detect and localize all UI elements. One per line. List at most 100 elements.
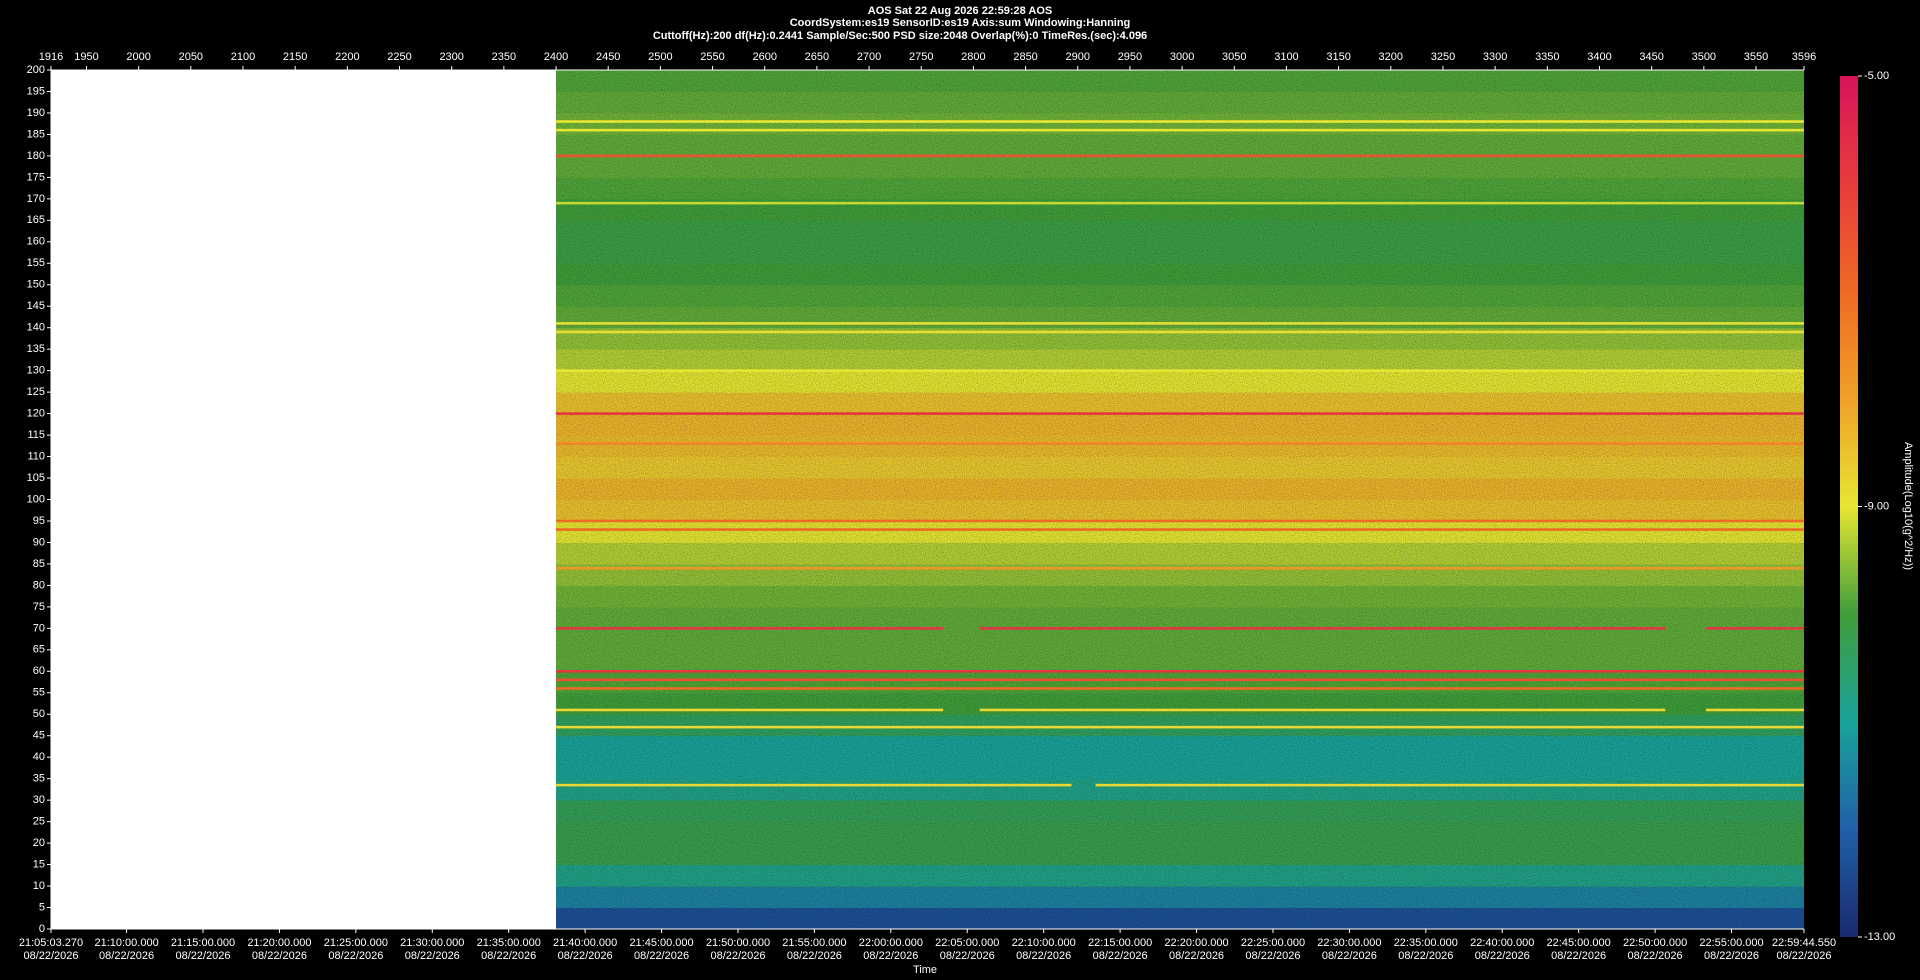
spectral-line [556, 128, 1804, 132]
y-tick-label: 25 [33, 816, 45, 828]
y-tick-label: 145 [27, 300, 45, 312]
x-tick-date: 08/22/2026 [1016, 950, 1071, 962]
y-tick-label: 155 [27, 257, 45, 269]
x-tick-label: 21:35:00.000 [477, 937, 541, 949]
x-tick-date: 08/22/2026 [1398, 950, 1453, 962]
x2-tick-label: 3500 [1692, 51, 1716, 63]
noise-texture [556, 70, 1804, 929]
y-tick-label: 35 [33, 773, 45, 785]
y-tick-label: 75 [33, 601, 45, 613]
x-tick-label: 22:50:00.000 [1623, 937, 1687, 949]
x2-tick-label: 3350 [1535, 51, 1559, 63]
x2-tick-label: 2600 [752, 51, 776, 63]
x-tick-date: 08/22/2026 [328, 950, 383, 962]
x-tick-label: 22:55:00.000 [1699, 937, 1763, 949]
spectral-line [556, 412, 1804, 415]
chart-info: Cuttoff(Hz):200 df(Hz):0.2441 Sample/Sec… [653, 30, 1147, 42]
heatmap [556, 70, 1804, 930]
x-tick-label: 22:25:00.000 [1241, 937, 1305, 949]
spectral-line [556, 678, 1804, 682]
x-tick-date: 08/22/2026 [1628, 950, 1683, 962]
spectral-line [1705, 627, 1804, 630]
x2-tick-label: 2100 [231, 51, 255, 63]
y-tick-label: 10 [33, 880, 45, 892]
y-tick-label: 160 [27, 236, 45, 248]
y-tick-label: 140 [27, 322, 45, 334]
chart-title: AOS Sat 22 Aug 2026 22:59:28 AOS [868, 5, 1052, 17]
y-tick-label: 90 [33, 536, 45, 548]
x-tick-date: 08/22/2026 [940, 950, 995, 962]
x2-tick-label: 2050 [179, 51, 203, 63]
spectral-line [556, 519, 1804, 523]
x2-tick-label: 3250 [1431, 51, 1455, 63]
x2-tick-label: 2750 [909, 51, 933, 63]
x-tick-date: 08/22/2026 [1704, 950, 1759, 962]
x-tick-date: 08/22/2026 [863, 950, 918, 962]
x2-tick-label: 2000 [126, 51, 150, 63]
x2-tick-label: 1950 [74, 51, 98, 63]
x-tick-label: 22:40:00.000 [1470, 937, 1534, 949]
y-tick-label: 135 [27, 343, 45, 355]
spectral-line [556, 627, 944, 630]
x2-tick-label: 3596 [1792, 51, 1816, 63]
x2-tick-label: 2700 [857, 51, 881, 63]
x-tick-label: 22:59:44.550 [1772, 937, 1836, 949]
spectral-line [979, 627, 1666, 630]
y-tick-label: 70 [33, 622, 45, 634]
x-tick-label: 21:25:00.000 [324, 937, 388, 949]
x2-tick-label: 3150 [1326, 51, 1350, 63]
y-tick-label: 120 [27, 408, 45, 420]
x2-tick-label: 2650 [805, 51, 829, 63]
colorbar [1840, 76, 1858, 937]
y-tick-label: 0 [39, 923, 45, 935]
x-tick-date: 08/22/2026 [787, 950, 842, 962]
x-tick-date: 08/22/2026 [175, 950, 230, 962]
x2-tick-label: 3000 [1170, 51, 1194, 63]
spectral-line [556, 708, 944, 712]
x-tick-date: 08/22/2026 [99, 950, 154, 962]
colorbar-label: Amplitude(Log10(g^2/Hz)) [1902, 442, 1914, 570]
x-tick-label: 22:20:00.000 [1164, 937, 1228, 949]
x2-tick-label: 2900 [1066, 51, 1090, 63]
x-tick-date: 08/22/2026 [1245, 950, 1300, 962]
spectral-line [556, 687, 1804, 690]
chart-subtitle: CoordSystem:es19 SensorID:es19 Axis:sum … [790, 17, 1131, 29]
axes: 0 5 10 15 20 25 30 35 40 45 50 55 60 65 70 75 80 85 90 95 10… [19, 51, 1895, 962]
spectral-line [556, 201, 1804, 205]
colorbar-tick-label: -13.00 [1864, 931, 1895, 943]
spectral-line [556, 783, 1072, 787]
x-tick-label: 21:15:00.000 [171, 937, 235, 949]
y-tick-label: 115 [27, 429, 45, 441]
x-tick-label: 21:10:00.000 [94, 937, 158, 949]
x2-tick-label: 2200 [335, 51, 359, 63]
spectral-line [556, 442, 1804, 445]
x-tick-label: 22:00:00.000 [859, 937, 923, 949]
y-tick-label: 55 [33, 687, 45, 699]
x2-tick-label: 2300 [439, 51, 463, 63]
x-tick-label: 22:45:00.000 [1547, 937, 1611, 949]
x2-tick-label: 2400 [544, 51, 568, 63]
x-tick-label: 21:30:00.000 [400, 937, 464, 949]
spectral-line [556, 725, 1804, 729]
y-tick-label: 180 [27, 150, 45, 162]
x-tick-date: 08/22/2026 [1093, 950, 1148, 962]
x-tick-label: 21:05:03.270 [19, 937, 83, 949]
x2-tick-label: 1916 [39, 51, 63, 63]
colorbar-tick-label: -9.00 [1864, 500, 1889, 512]
y-tick-label: 195 [27, 85, 45, 97]
x2-tick-label: 3100 [1274, 51, 1298, 63]
spectral-line [556, 322, 1804, 325]
x2-tick-label: 2250 [387, 51, 411, 63]
y-tick-label: 40 [33, 751, 45, 763]
x2-tick-label: 2800 [961, 51, 985, 63]
spectral-line [556, 369, 1804, 372]
x-tick-date: 08/22/2026 [1551, 950, 1606, 962]
y-tick-label: 130 [27, 365, 45, 377]
x-tick-label: 22:10:00.000 [1012, 937, 1076, 949]
spectral-line [556, 670, 1804, 673]
y-tick-label: 185 [27, 128, 45, 140]
y-tick-label: 200 [27, 64, 45, 76]
x-tick-date: 08/22/2026 [1169, 950, 1224, 962]
x-tick-date: 08/22/2026 [634, 950, 689, 962]
